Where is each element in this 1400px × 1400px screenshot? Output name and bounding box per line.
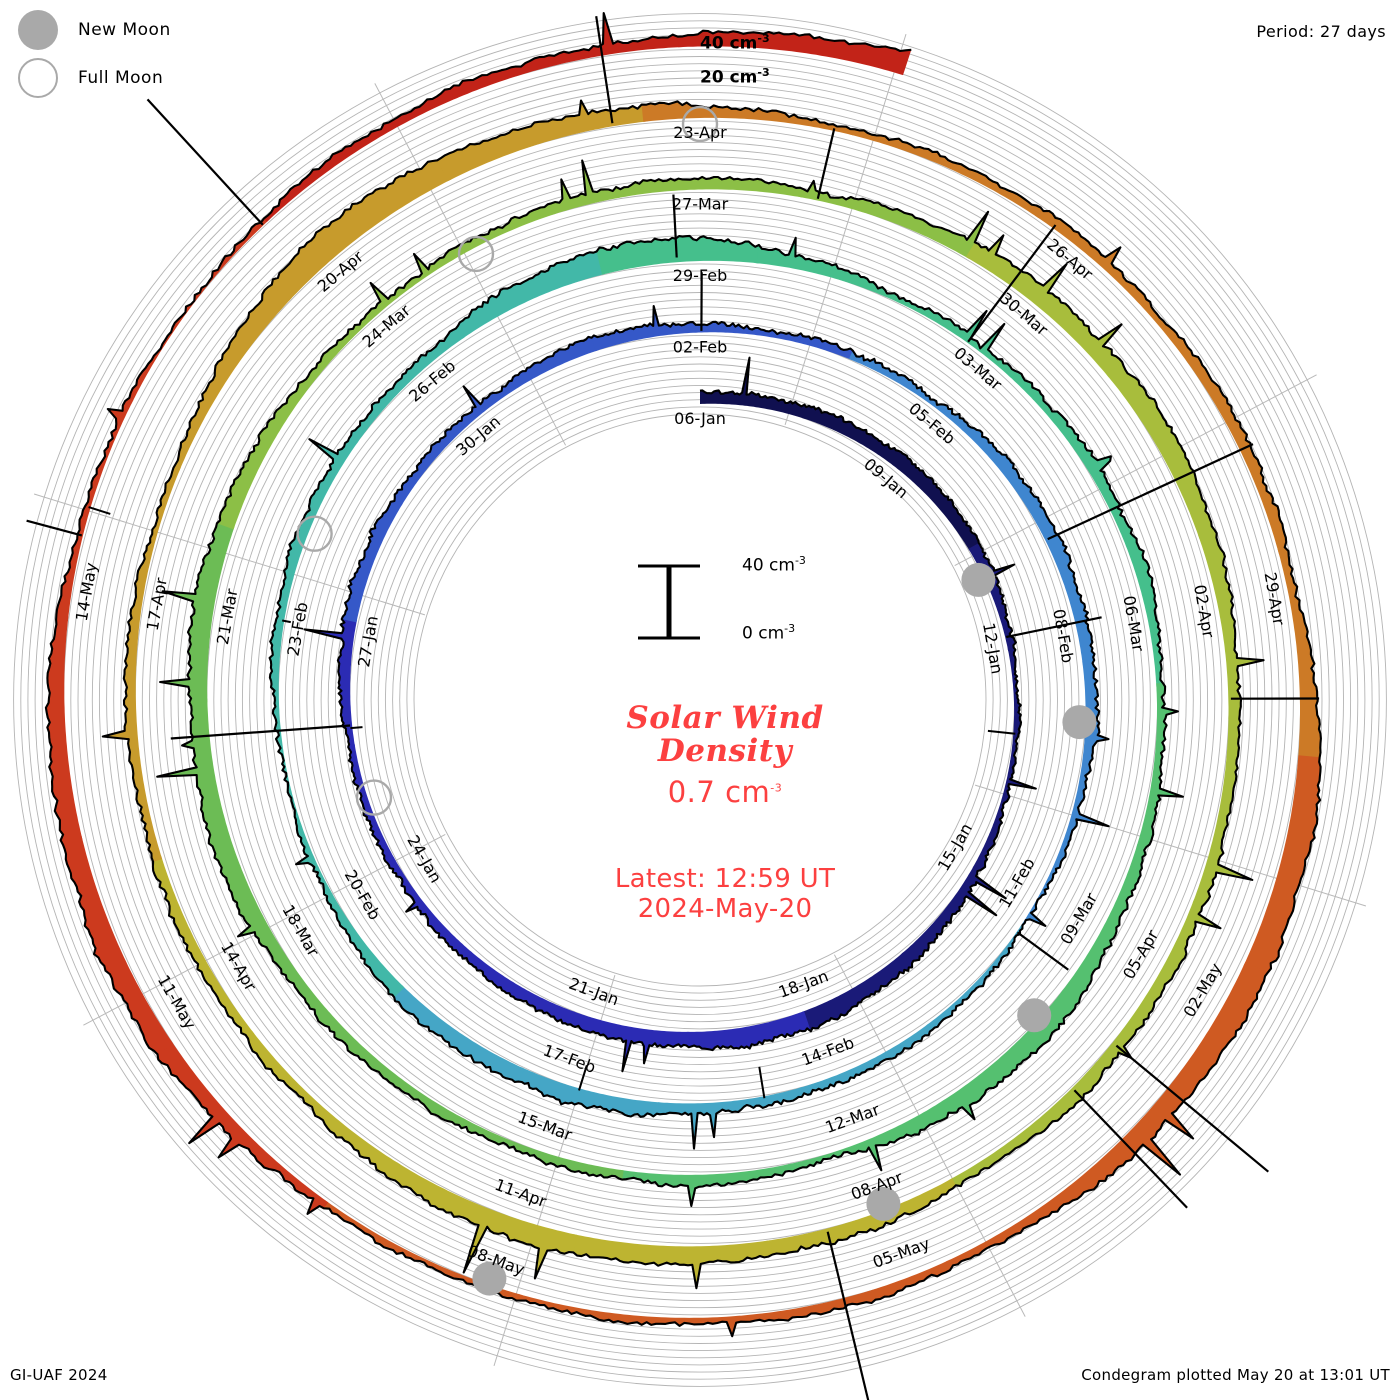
date-label: 03-Mar [950,343,1006,394]
new-moon-marker [866,1186,901,1221]
new-moon-marker [472,1261,507,1296]
legend-item-new-moon: New Moon [18,6,348,54]
legend-label-full-moon: Full Moon [78,68,164,88]
date-label: 02-Feb [673,338,727,357]
date-label-group: 29-Feb [673,266,727,285]
date-label: 18-Jan [776,966,831,1002]
date-label: 14-May [72,561,101,623]
legend-item-full-moon: Full Moon [18,54,348,102]
date-label: 27-Mar [672,195,729,214]
full-moon-icon [18,58,58,98]
full-moon-marker [457,235,495,273]
date-label: 21-Mar [213,587,242,646]
new-moon-marker [1062,705,1097,740]
date-label-group: 14-Apr [217,938,260,994]
date-label-group: 02-Apr [1190,583,1218,639]
moon-phase-legend: New Moon Full Moon [18,6,348,102]
date-label-group: 08-Feb [1049,607,1077,664]
new-moon-marker [961,562,996,597]
period-label: Period: 27 days [1256,22,1386,41]
plotted-timestamp-label: Condegram plotted May 20 at 13:01 UT [1081,1366,1390,1384]
date-label: 23-Apr [673,123,727,142]
date-label: 06-Jan [674,409,726,428]
date-label: 12-Jan [979,621,1007,675]
date-label-group: 18-Jan [776,966,831,1002]
credit-label: GI-UAF 2024 [10,1366,108,1384]
full-moon-marker [355,779,393,816]
date-label: 02-Apr [1190,583,1218,639]
legend-label-new-moon: New Moon [78,20,171,40]
date-label-group: 17-Feb [541,1040,599,1076]
date-label-group: 06-Jan [674,409,726,428]
chart-title: Solar Wind Density [626,700,824,769]
date-label: 15-Mar [515,1107,575,1144]
density-traces [26,11,1322,1400]
date-label: 06-Mar [1119,594,1148,653]
date-label-group: 02-Feb [673,338,727,357]
current-value: 0.7 cm-3 [667,775,783,810]
scale-bar-glyph [638,564,700,640]
date-label: 02-May [1180,960,1226,1021]
date-label: 24-Jan [403,832,445,886]
date-label: 30-Jan [452,412,504,460]
axis-label-20: 20 cm-3 [700,66,770,88]
new-moon-icon [18,10,58,50]
date-label-group: 20-Feb [341,867,385,924]
latest-timestamp: Latest: 12:59 UT 2024-May-20 [614,864,836,924]
date-label: 09-Mar [1056,889,1101,948]
date-label: 17-Feb [541,1040,599,1076]
date-label: 14-Apr [217,938,260,994]
date-label: 08-Feb [1049,607,1077,664]
center-annotation: 40 cm-3 0 cm-3 Solar Wind Density 0.7 cm… [560,550,890,925]
scale-bar: 40 cm-3 0 cm-3 [590,550,860,650]
date-label: 29-Apr [1261,571,1289,627]
date-label-group: 06-Mar [1119,594,1148,653]
scale-bar-bottom-label: 0 cm-3 [742,622,796,644]
date-label-group: 15-Mar [515,1107,575,1144]
full-moon-marker [681,105,719,143]
moon-markers [296,105,1097,1296]
full-moon-marker [296,515,333,552]
date-label-group: 23-Apr [673,123,727,142]
date-label-group: 03-Mar [950,343,1006,394]
date-label-group: 02-May [1180,960,1226,1021]
date-label: 20-Feb [341,867,385,924]
scale-bar-top-label: 40 cm-3 [742,554,806,576]
date-label-group: 21-Mar [213,587,242,646]
date-label-group: 27-Mar [672,195,729,214]
date-label-group: 24-Jan [403,832,445,886]
date-label-group: 29-Apr [1261,571,1289,627]
radial-spokes [33,33,1367,1367]
date-label-group: 30-Jan [452,412,504,460]
date-label-group: 14-May [72,561,101,623]
date-label: 29-Feb [673,266,727,285]
new-moon-marker [1017,998,1052,1033]
axis-label-40: 40 cm-3 [700,32,770,54]
date-label-group: 09-Mar [1056,889,1101,948]
date-label-group: 12-Jan [979,621,1007,675]
